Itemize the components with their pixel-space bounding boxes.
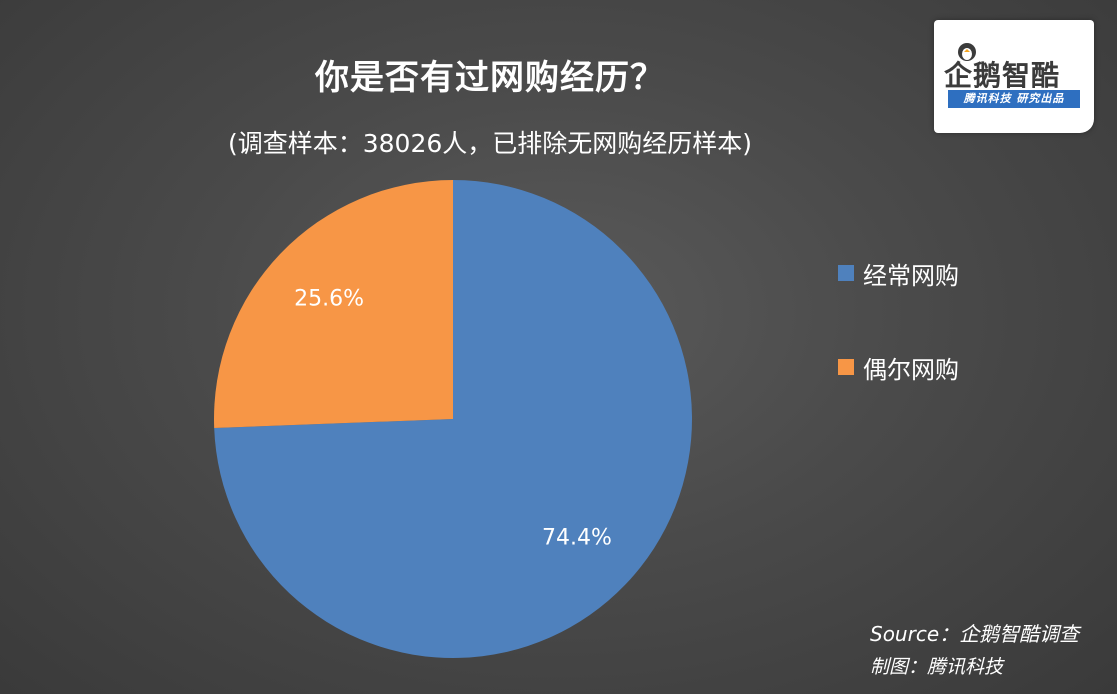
pie-label-occasional: 25.6% <box>294 287 364 312</box>
pie-slice-frequent <box>214 180 693 659</box>
chart-title: 你是否有过网购经历？ <box>315 58 665 98</box>
penguin-icon <box>958 43 976 61</box>
pie-slices <box>214 180 693 659</box>
credit-note: 制图：腾讯科技 <box>870 656 1004 678</box>
legend-swatch-occasional <box>838 359 854 375</box>
legend-label-occasional: 偶尔网购 <box>863 355 959 384</box>
chart-subtitle: (调查样本：38026人，已排除无网购经历样本) <box>227 129 753 158</box>
logo-tagline: 腾讯科技 研究出品 <box>948 90 1080 108</box>
brand-logo: 企鹅智酷 腾讯科技 研究出品 <box>934 20 1094 133</box>
source-note: Source：企鹅智酷调查 <box>870 622 1080 646</box>
legend-item-frequent: 经常网购 <box>838 256 959 290</box>
pie-slice-occasional <box>214 180 453 429</box>
logo-name: 企鹅智酷 <box>944 59 1061 92</box>
pie-labels: 74.4% 25.6% <box>294 287 612 551</box>
legend-swatch-frequent <box>838 265 854 281</box>
pie-label-frequent: 74.4% <box>542 525 612 550</box>
chart-legend: 经常网购 偶尔网购 <box>838 256 959 444</box>
legend-label-frequent: 经常网购 <box>863 261 959 290</box>
legend-item-occasional: 偶尔网购 <box>838 350 959 384</box>
